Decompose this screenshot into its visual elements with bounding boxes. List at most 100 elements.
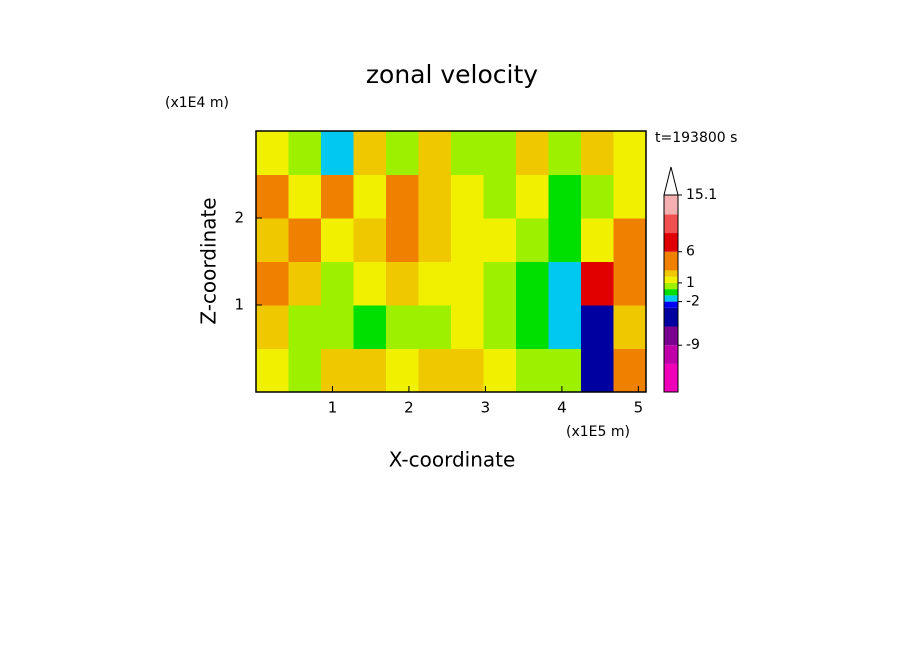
colorbar-segment <box>664 289 678 296</box>
y-axis-label: Z-coordinate <box>197 197 221 324</box>
field-cell <box>418 305 452 349</box>
field-cell <box>386 131 419 175</box>
y-unit: (x1E4 m) <box>165 95 229 111</box>
x-tick-label: 3 <box>481 399 491 417</box>
field-cell <box>418 348 452 393</box>
field-cell <box>581 305 614 349</box>
field-cell <box>581 131 614 175</box>
field-cell <box>548 174 582 219</box>
y-tick-label: 2 <box>234 209 244 227</box>
field-cell <box>613 305 647 349</box>
field-cell <box>451 174 484 219</box>
field-cell <box>516 261 549 306</box>
colorbar-segment <box>664 282 678 290</box>
field-cell <box>321 218 354 262</box>
colorbar-segment <box>664 214 678 234</box>
field-cell <box>418 174 452 219</box>
field-cell <box>613 174 647 219</box>
field-cell <box>548 131 582 175</box>
x-tick-label: 2 <box>404 399 414 417</box>
x-unit: (x1E5 m) <box>566 424 630 440</box>
field-cell <box>256 348 289 393</box>
field-cell <box>353 131 387 175</box>
field-cell <box>386 348 419 393</box>
field-cell <box>483 218 517 262</box>
field-cell <box>321 261 354 306</box>
field-cell <box>321 305 354 349</box>
field-cell <box>288 218 322 262</box>
time-label: t=193800 s <box>655 130 737 146</box>
field-cell <box>256 218 289 262</box>
field-cell <box>418 131 452 175</box>
chart-title: zonal velocity <box>366 60 538 89</box>
field-cell <box>353 261 387 306</box>
field-cell <box>516 305 549 349</box>
field-cell <box>516 174 549 219</box>
field-cell <box>288 348 322 393</box>
field-cell <box>288 131 322 175</box>
field-cell <box>548 261 582 306</box>
colorbar-segment <box>664 363 678 392</box>
field-cell <box>353 174 387 219</box>
field-cell <box>418 261 452 306</box>
colorbar-segment <box>664 295 678 302</box>
colorbar-segment <box>664 276 678 283</box>
field-cell <box>581 348 614 393</box>
field-cell <box>581 261 614 306</box>
colorbar-segment <box>664 251 678 271</box>
colorbar-segment <box>664 270 678 277</box>
field-cell <box>256 261 289 306</box>
field-cell <box>256 305 289 349</box>
colorbar-tick-label: 6 <box>686 244 695 260</box>
field-cell <box>516 348 549 393</box>
field-cell <box>483 348 517 393</box>
colorbar-segment <box>664 233 678 252</box>
field-cell <box>353 348 387 393</box>
colorbar-segment <box>664 195 678 215</box>
field-cell <box>256 174 289 219</box>
field-cell <box>548 218 582 262</box>
field-cell <box>548 305 582 349</box>
field-cell <box>256 131 289 175</box>
colorbar-segment <box>664 345 678 364</box>
colorbar-segment <box>664 307 678 327</box>
field-cell <box>613 131 647 175</box>
field-cell <box>483 131 517 175</box>
field-cell <box>386 305 419 349</box>
plot-frame <box>255 130 647 393</box>
field-cell <box>451 348 484 393</box>
field-cell <box>581 218 614 262</box>
field-cell <box>288 305 322 349</box>
field-cell <box>516 218 549 262</box>
field-cell <box>451 131 484 175</box>
field-cell <box>548 348 582 393</box>
field-cell <box>288 261 322 306</box>
field-cell <box>451 305 484 349</box>
x-axis-label: X-coordinate <box>389 448 516 472</box>
field-cell <box>581 174 614 219</box>
field-cell <box>613 348 647 393</box>
colorbar-segment <box>664 326 678 346</box>
colorbar-tick-label: 15.1 <box>686 187 717 203</box>
x-tick-label: 4 <box>557 399 567 417</box>
field-cell <box>321 174 354 219</box>
field-cell <box>321 131 354 175</box>
field-cell <box>516 131 549 175</box>
field-cell <box>483 305 517 349</box>
field-cell <box>386 174 419 219</box>
field-cell <box>483 261 517 306</box>
colorbar-tick-label: -2 <box>686 294 700 310</box>
field-cell <box>613 261 647 306</box>
colorbar-frame <box>663 194 679 393</box>
colorbar-tick-label: 1 <box>686 275 695 291</box>
field-cell <box>353 218 387 262</box>
field-cell <box>288 174 322 219</box>
field-cell <box>321 348 354 393</box>
y-tick-label: 1 <box>234 296 244 314</box>
field-cell <box>386 218 419 262</box>
field-cell <box>451 261 484 306</box>
field-cell <box>386 261 419 306</box>
colorbar-tick-label: -9 <box>686 337 700 353</box>
